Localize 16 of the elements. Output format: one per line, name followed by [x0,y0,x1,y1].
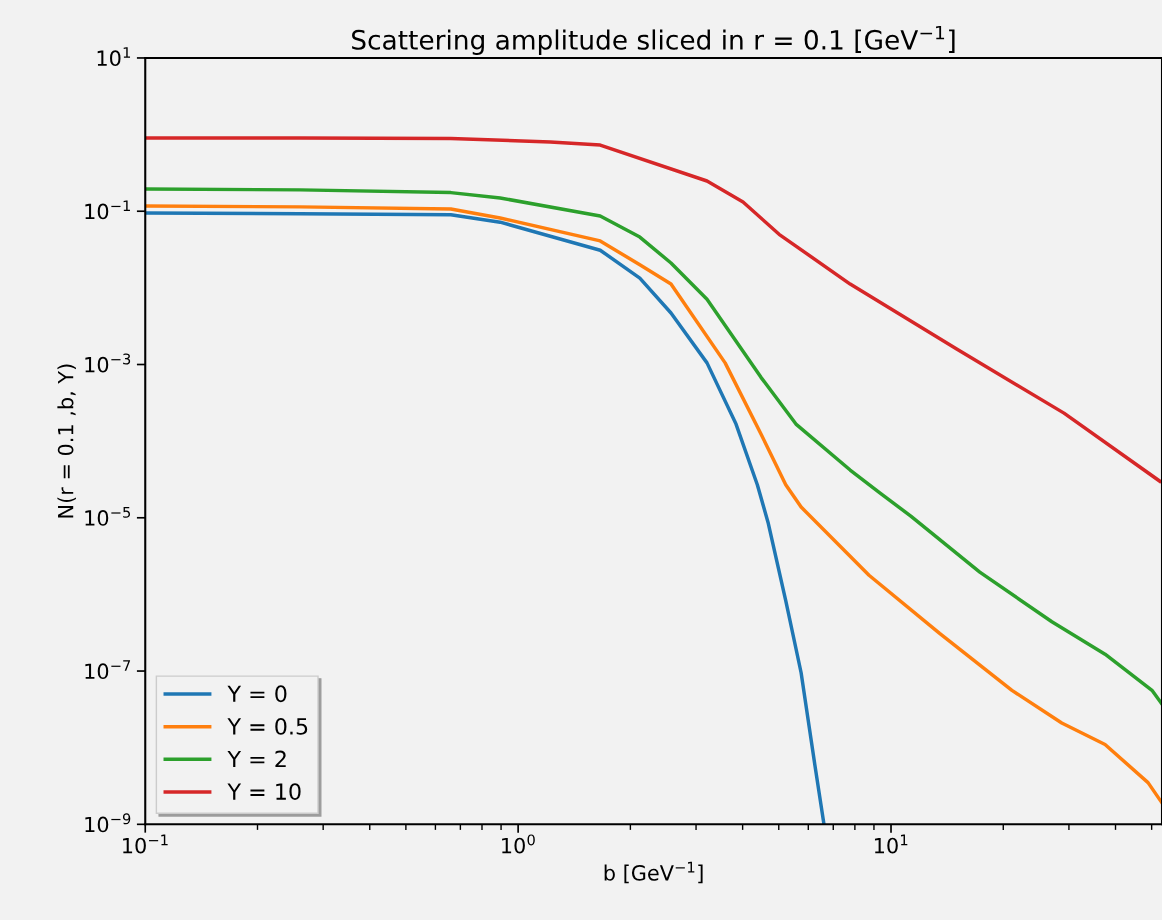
y-tick-label: 10$^{−7}$ [85,660,131,680]
y-tick-label: 10$^{−1}$ [85,200,130,220]
y-axis-title: N(r = 0.1 ,b, Y) [57,364,76,518]
chart-title: Scattering amplitude sliced in r = 0.1 [GeV$^{−1}$] [352,25,955,55]
y-tick-label: 10$^{−9}$ [85,813,131,833]
x-tick-label: 10$^{−1}$ [123,834,168,854]
legend-label: Y = 0.5 [227,717,308,735]
y-tick-label: 10$^{−5}$ [85,506,131,526]
legend-label: Y = 10 [227,783,301,801]
legend-label: Y = 2 [227,750,286,768]
x-tick-label: 10$^{1}$ [874,834,908,854]
x-tick-label: 10$^{0}$ [502,834,535,854]
y-tick-label: 10$^{1}$ [97,47,131,67]
legend-label: Y = 0 [227,685,287,703]
y-tick-label: 10$^{−3}$ [85,353,131,373]
x-axis-title: b [GeV$^{−1}$] [604,861,703,884]
